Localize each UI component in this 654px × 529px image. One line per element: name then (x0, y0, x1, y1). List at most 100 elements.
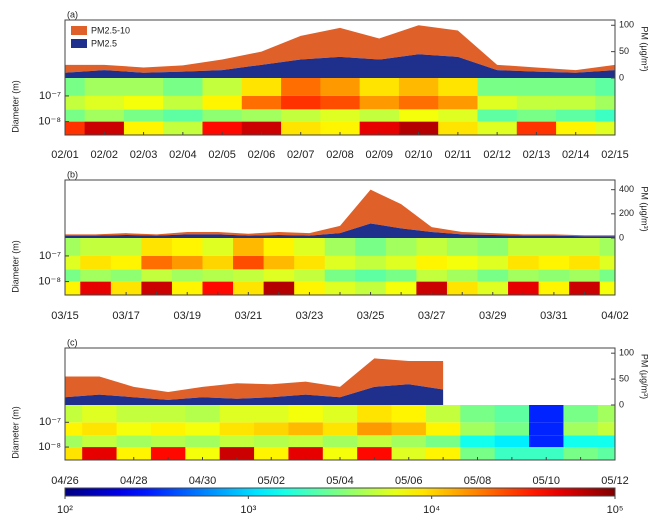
heat-cell (359, 95, 400, 110)
y-tick-label: 10⁻⁸ (38, 441, 61, 453)
heat-cell (357, 435, 393, 448)
y2-tick-label: 400 (619, 184, 634, 194)
heat-cell (202, 281, 234, 295)
heat-cell (563, 435, 599, 448)
heat-cell (163, 121, 203, 135)
heat-cell (82, 405, 118, 423)
heat-cell (438, 78, 478, 96)
heat-cell (563, 422, 599, 436)
heat-cell (398, 121, 439, 135)
heat-cell (65, 238, 81, 256)
y-tick-label: 10⁻⁷ (39, 90, 61, 102)
heat-cell (438, 121, 478, 135)
y-tick-label: 10⁻⁷ (39, 250, 61, 262)
heat-cell (446, 255, 478, 270)
heat-cell (355, 281, 387, 295)
heat-cell (116, 447, 152, 460)
heat-cell (80, 281, 112, 295)
heat-cell (516, 78, 557, 96)
x-tick-label: 02/03 (130, 149, 158, 161)
y2-tick-label: 0 (619, 399, 624, 409)
heat-cell (80, 238, 112, 256)
heat-cell (65, 95, 86, 110)
heat-cell (322, 435, 358, 448)
legend-swatch (71, 39, 87, 48)
heat-cell (556, 95, 596, 110)
heat-cell (254, 435, 289, 448)
heat-cell (233, 238, 265, 256)
heat-cell (65, 422, 83, 436)
heat-cell (416, 281, 448, 295)
x-tick-label: 05/06 (395, 475, 423, 487)
x-tick-label: 02/15 (601, 149, 629, 161)
heat-cell (322, 447, 358, 460)
heat-cell (477, 78, 518, 96)
heat-cell (263, 269, 295, 282)
heat-cell (355, 238, 387, 256)
heat-cell (263, 281, 295, 295)
heat-cell (494, 447, 530, 460)
area-pm-coarse (65, 25, 615, 73)
heat-cell (556, 109, 596, 122)
colorbar (64, 487, 616, 497)
x-tick-label: 02/11 (444, 149, 471, 161)
heat-cell (357, 447, 393, 460)
heat-cell (171, 255, 203, 270)
heat-cell (398, 109, 439, 122)
x-tick-label: 04/30 (189, 475, 217, 487)
heat-cell (355, 269, 387, 282)
panel (65, 25, 615, 135)
heat-cell (84, 121, 125, 135)
area-pm-fine (65, 223, 615, 238)
y-axis-label: Diameter (m) (10, 406, 20, 459)
heat-cell (385, 269, 417, 282)
heat-cell (477, 95, 518, 110)
heat-cell (416, 238, 448, 256)
heat-cell (556, 121, 596, 135)
area-pm-fine (65, 54, 615, 78)
heat-cell (82, 447, 118, 460)
heat-cell (263, 238, 295, 256)
heat-cell (359, 78, 400, 96)
heat-cell (446, 269, 478, 282)
heat-cell (110, 281, 142, 295)
heat-cell (563, 405, 599, 423)
x-tick-label: 02/09 (366, 149, 394, 161)
heat-cell (150, 435, 186, 448)
heat-cell (320, 95, 361, 110)
heat-cell (324, 281, 356, 295)
heat-cell (416, 269, 448, 282)
heat-cell (599, 255, 615, 270)
heat-cell (141, 238, 173, 256)
legend-label: PM2.5 (91, 38, 117, 48)
heat-cell (219, 447, 255, 460)
x-tick-label: 02/06 (248, 149, 276, 161)
heat-cell (110, 238, 142, 256)
area-pm-fine (65, 384, 444, 405)
heat-cell (599, 269, 615, 282)
heat-cell (416, 255, 448, 270)
x-tick-label: 02/07 (287, 149, 315, 161)
heat-cell (294, 255, 326, 270)
heat-cell (233, 269, 265, 282)
heat-cell (65, 121, 86, 135)
heat-cell (477, 255, 509, 270)
heat-cell (391, 447, 427, 460)
heat-cell (595, 95, 615, 110)
heat-cell (281, 95, 321, 110)
heat-cell (425, 447, 461, 460)
heat-cell (508, 238, 540, 256)
heat-cell (294, 269, 326, 282)
y-axis-label: Diameter (m) (10, 80, 20, 133)
heat-cell (446, 238, 478, 256)
y2-tick-label: 100 (619, 20, 634, 30)
heat-cell (516, 121, 557, 135)
x-tick-label: 03/25 (357, 310, 385, 322)
area-pm-coarse (65, 189, 615, 237)
colorbar-tick-label: 10² (57, 504, 73, 516)
heat-cell (254, 422, 289, 436)
heat-cell (163, 78, 203, 96)
heat-cell (538, 255, 570, 270)
colorbar-tick-label: 10³ (240, 504, 256, 516)
x-tick-label: 04/28 (120, 475, 148, 487)
